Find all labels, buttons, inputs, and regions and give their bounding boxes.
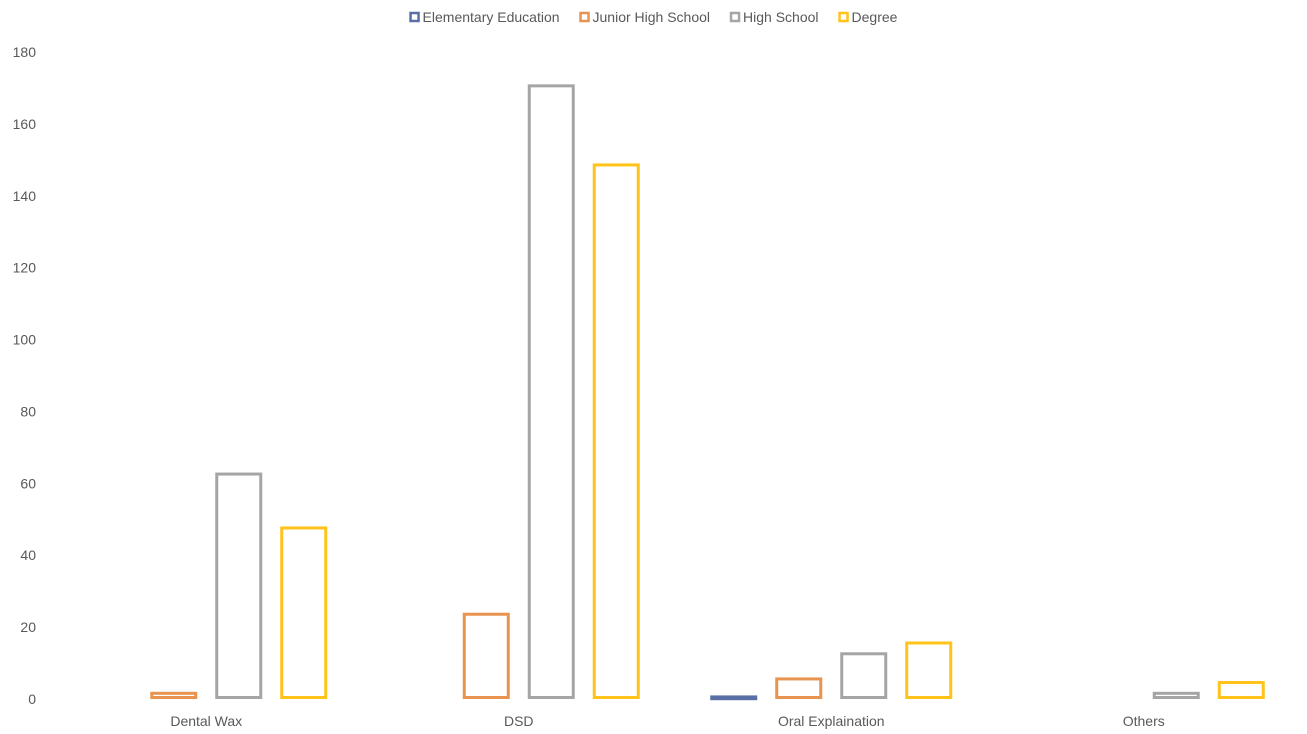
bars <box>150 84 1265 701</box>
bar-others-degree <box>1217 681 1265 699</box>
y-tick-label: 0 <box>28 691 36 707</box>
legend-label: Elementary Education <box>423 9 560 25</box>
legend-item: High School <box>729 9 819 25</box>
y-tick-label: 100 <box>13 332 37 348</box>
bar-oral-explaination-junior-high-school <box>775 677 823 700</box>
bar-oral-explaination-elementary-education <box>710 695 758 701</box>
legend-label: High School <box>743 9 819 25</box>
bar-dental-wax-high-school <box>215 472 263 699</box>
legend-item: Elementary Education <box>409 9 560 25</box>
legend-label: Degree <box>852 9 898 25</box>
y-tick-label: 40 <box>20 547 36 563</box>
legend-swatch <box>409 11 420 23</box>
y-tick-label: 80 <box>20 403 36 419</box>
y-axis: 0 20 40 60 80 100 120 140 160 180 <box>13 44 37 707</box>
x-category-label: Oral Explaination <box>778 713 885 729</box>
bar-others-high-school <box>1152 691 1200 699</box>
y-tick-label: 120 <box>13 260 37 276</box>
bar-dental-wax-junior-high-school <box>150 691 198 699</box>
legend-swatch <box>729 11 741 23</box>
legend-swatch <box>838 11 849 23</box>
y-tick-label: 180 <box>13 44 37 60</box>
y-tick-label: 60 <box>20 475 36 491</box>
bar-oral-explaination-high-school <box>840 652 888 699</box>
legend-item: Degree <box>838 9 898 25</box>
legend: Elementary Education Junior High School Hi… <box>409 9 898 25</box>
x-category-label: DSD <box>504 713 534 729</box>
x-axis: Dental Wax DSD Oral Explaination Others <box>170 713 1164 729</box>
bar-dsd-degree <box>592 163 640 699</box>
x-category-label: Dental Wax <box>170 713 242 729</box>
bar-dsd-junior-high-school <box>462 612 510 700</box>
legend-swatch <box>579 11 590 23</box>
x-category-label: Others <box>1123 713 1165 729</box>
bar-dsd-high-school <box>527 84 575 700</box>
bar-oral-explaination-degree <box>905 641 953 700</box>
legend-label: Junior High School <box>593 9 711 25</box>
legend-item: Junior High School <box>579 9 711 25</box>
y-tick-label: 140 <box>13 188 37 204</box>
y-tick-label: 160 <box>13 116 37 132</box>
bar-dental-wax-degree <box>280 526 328 700</box>
y-tick-label: 20 <box>20 619 36 635</box>
